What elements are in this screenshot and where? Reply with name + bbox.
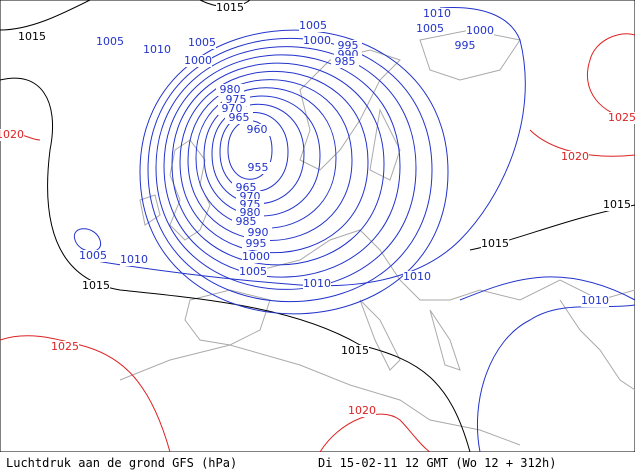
isobar-label: 1020: [561, 150, 589, 163]
isobar-label: 1000: [303, 34, 331, 47]
isobar-label: 1015: [216, 1, 244, 14]
label-backdrop: [331, 56, 359, 68]
label-backdrop: [603, 199, 631, 211]
isobar-label: 990: [248, 226, 269, 239]
footer-title: Luchtdruk aan de grond GFS (hPa): [6, 456, 238, 470]
isobar-label: 1005: [299, 19, 327, 32]
isobar-label: 1005: [79, 249, 107, 262]
label-backdrop: [299, 20, 327, 32]
label-backdrop: [96, 36, 124, 48]
label-backdrop: [51, 341, 79, 353]
isobar-label: 970: [222, 102, 243, 115]
isobar: [155, 46, 417, 290]
isobar-label: 1010: [423, 7, 451, 20]
label-backdrop: [466, 25, 494, 37]
label-backdrop: [120, 254, 148, 266]
isobar-label: 975: [226, 93, 247, 106]
label-backdrop: [225, 112, 253, 124]
isobar-label: 1010: [403, 270, 431, 283]
isobar-label: 1020: [0, 128, 24, 141]
label-backdrop: [242, 238, 270, 250]
label-backdrop: [403, 271, 431, 283]
label-backdrop: [303, 278, 331, 290]
isobar-label: 965: [236, 181, 257, 194]
label-backdrop: [451, 40, 479, 52]
isobar-label: 1000: [466, 24, 494, 37]
label-backdrop: [184, 55, 212, 67]
label-backdrop: [143, 44, 171, 56]
label-backdrop: [581, 295, 609, 307]
label-backdrop: [481, 238, 509, 250]
isobar-label: 985: [335, 55, 356, 68]
isobar-label: 980: [240, 206, 261, 219]
isobar: [147, 37, 433, 303]
label-backdrop: [216, 2, 244, 14]
isobar-label: 995: [455, 39, 476, 52]
isobar-label: 1005: [188, 36, 216, 49]
label-backdrop: [216, 84, 244, 96]
isobar-label: 980: [220, 83, 241, 96]
isobar-label: 955: [248, 161, 269, 174]
isobar-label: 995: [338, 39, 359, 52]
label-backdrop: [242, 251, 270, 263]
label-backdrop: [561, 151, 589, 163]
label-backdrop: [188, 37, 216, 49]
label-backdrop: [232, 216, 260, 228]
isobar-label: 995: [246, 237, 267, 250]
label-backdrop: [79, 250, 107, 262]
isobar-label: 985: [236, 215, 257, 228]
isobar-label: 1015: [481, 237, 509, 250]
isobar-label: 1010: [143, 43, 171, 56]
footer-time: Di 15-02-11 12 GMT (Wo 12 + 312h): [318, 456, 557, 470]
isobar-label: 1005: [96, 35, 124, 48]
label-backdrop: [239, 266, 267, 278]
isobar-label: 1000: [184, 54, 212, 67]
isobar-label: 1020: [348, 404, 376, 417]
isobar-label: 1015: [603, 198, 631, 211]
isobar-label: 1005: [239, 265, 267, 278]
isobar-label: 1000: [242, 250, 270, 263]
label-backdrop: [341, 345, 369, 357]
isobar-label: 1025: [608, 111, 635, 124]
isobar-label: 1010: [120, 253, 148, 266]
isobar: [227, 120, 273, 180]
isobar-label: 1015: [341, 344, 369, 357]
map-frame: [0, 0, 635, 453]
isobar-label: 1025: [51, 340, 79, 353]
isobar: [171, 62, 385, 266]
label-backdrop: [608, 112, 635, 124]
label-backdrop: [243, 124, 271, 136]
isobar: [179, 71, 369, 253]
isobar-label: 960: [247, 123, 268, 136]
label-backdrop: [348, 405, 376, 417]
isobar-label: 1015: [18, 30, 46, 43]
label-backdrop: [423, 8, 451, 20]
label-backdrop: [416, 23, 444, 35]
isobar-label: 1010: [303, 277, 331, 290]
label-backdrop: [0, 129, 24, 141]
isobar-label: 1010: [581, 294, 609, 307]
isobar-label: 965: [229, 111, 250, 124]
isobar: [163, 54, 401, 278]
label-backdrop: [303, 35, 331, 47]
label-backdrop: [244, 227, 272, 239]
isobar-label: 1005: [416, 22, 444, 35]
isobar-label: 1015: [82, 279, 110, 292]
pressure-map: 1015 1010 1015 1005 1005 1005 1000 1010 1005 1000…: [0, 0, 635, 453]
label-backdrop: [82, 280, 110, 292]
label-backdrop: [244, 162, 272, 174]
label-backdrop: [18, 31, 46, 43]
